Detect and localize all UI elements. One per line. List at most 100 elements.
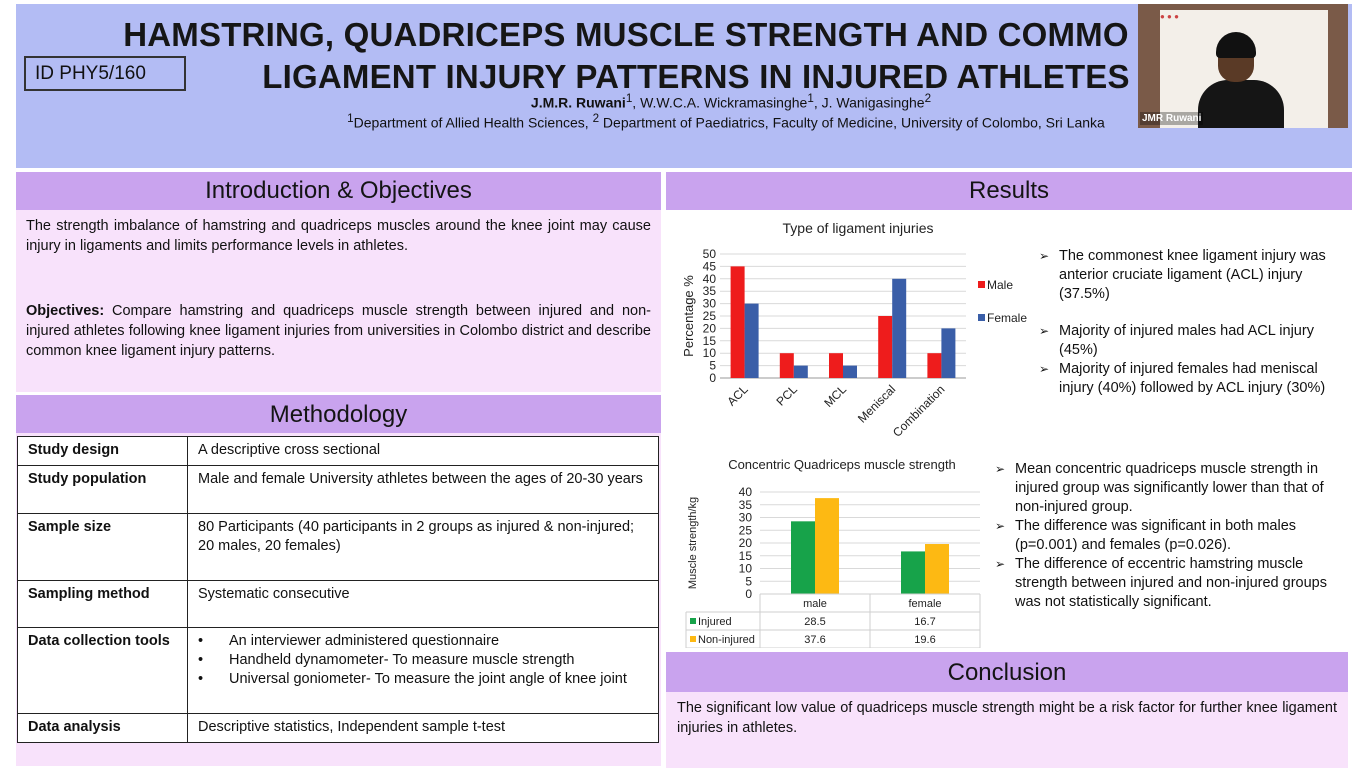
tools-list: An interviewer administered questionnair…: [198, 632, 648, 689]
x-tick-label: Meniscal: [855, 382, 898, 425]
y-tick-label: 15: [739, 549, 753, 563]
list-item: The commonest knee ligament injury was a…: [1039, 247, 1344, 304]
objectives-label: Objectives:: [26, 303, 105, 319]
x-tick-label: male: [803, 598, 827, 610]
table-row: Sampling method Systematic consecutive: [17, 580, 659, 628]
y-tick-label: 30: [703, 297, 717, 311]
affil-text-2: Department of Paediatrics, Faculty of Me…: [599, 114, 1105, 131]
methodology-heading: Methodology: [16, 395, 661, 433]
quadriceps-strength-chart: Concentric Quadriceps muscle strength Mus…: [685, 457, 981, 648]
y-tick-label: 20: [703, 321, 717, 335]
affil-sup-1: 1: [347, 112, 354, 125]
legend-label-injured: Injured: [698, 616, 732, 628]
y-tick-label: 25: [703, 309, 717, 323]
bar-female-acl: [744, 303, 759, 378]
table-row: Sample size 80 Participants (40 particip…: [17, 513, 659, 581]
author-2-sup: 1: [807, 92, 814, 105]
title-line-1: HAMSTRING, QUADRICEPS MUSCLE STRENGTH AN…: [123, 16, 1129, 53]
chart-title: Concentric Quadriceps muscle strength: [728, 457, 956, 472]
chart-title: Type of ligament injuries: [783, 220, 934, 236]
y-tick-label: 30: [739, 511, 753, 525]
row-value: Systematic consecutive: [187, 580, 659, 628]
x-tick-label: MCL: [821, 382, 849, 410]
bar-male-pcl: [779, 353, 794, 378]
list-item: The difference was significant in both m…: [995, 517, 1345, 555]
title-line-2: LIGAMENT INJURY PATTERNS IN INJURED ATHL…: [262, 58, 1130, 95]
list-item: The difference of eccentric hamstring mu…: [995, 555, 1345, 612]
legend-swatch-male: [978, 281, 985, 288]
results-bullets-2: Mean concentric quadriceps muscle streng…: [995, 460, 1345, 612]
table-row: Data analysis Descriptive statistics, In…: [17, 713, 659, 743]
presenter-video[interactable]: ● ● ● JMR Ruwani: [1138, 4, 1348, 128]
legend-swatch-non-injured: [690, 636, 696, 642]
methodology-table: Study design A descriptive cross section…: [17, 436, 659, 743]
bar-female-meniscal: [892, 278, 907, 378]
author-1: J.M.R. Ruwani: [530, 94, 626, 111]
data-label: 16.7: [914, 616, 935, 628]
author-2: , W.W.C.A. Wickramasinghe: [632, 94, 808, 111]
x-tick-label: female: [908, 598, 941, 610]
authors-line: J.M.R. Ruwani1, W.W.C.A. Wickramasinghe1…: [266, 92, 1196, 111]
y-tick-label: 50: [703, 247, 717, 261]
objectives-text: Objectives: Compare hamstring and quadri…: [26, 301, 651, 361]
y-tick-label: 10: [703, 346, 717, 360]
bar-female-pcl: [793, 365, 808, 378]
data-label: 37.6: [804, 634, 825, 646]
results-heading: Results: [666, 172, 1352, 210]
y-tick-label: 40: [703, 272, 717, 286]
y-tick-label: 0: [709, 371, 716, 385]
row-key: Study design: [17, 436, 188, 466]
y-tick-label: 0: [745, 587, 752, 601]
y-tick-label: 5: [745, 574, 752, 588]
row-value: An interviewer administered questionnair…: [187, 627, 659, 714]
objectives-body: Compare hamstring and quadriceps muscle …: [26, 303, 651, 359]
row-key: Sample size: [17, 513, 188, 581]
poster-id-box: ID PHY5/160: [24, 56, 186, 91]
author-3-sup: 2: [924, 92, 932, 105]
x-tick-label: ACL: [724, 382, 751, 409]
y-tick-label: 35: [703, 284, 717, 298]
row-value: Male and female University athletes betw…: [187, 465, 659, 514]
presenter-hair: [1216, 32, 1256, 58]
introduction-panel: [16, 210, 661, 392]
row-key: Sampling method: [17, 580, 188, 628]
list-item: Majority of injured females had meniscal…: [1039, 360, 1344, 398]
y-tick-label: 25: [739, 523, 753, 537]
introduction-text: The strength imbalance of hamstring and …: [26, 218, 651, 254]
bar-male-acl: [730, 266, 745, 378]
y-tick-label: 45: [703, 259, 717, 273]
table-row: Study design A descriptive cross section…: [17, 436, 659, 466]
data-label: 28.5: [804, 616, 825, 628]
list-item: Majority of injured males had ACL injury…: [1039, 322, 1344, 360]
bar-female-mcl: [843, 365, 857, 378]
introduction-heading: Introduction & Objectives: [16, 172, 661, 210]
author-1-sup: 1: [625, 92, 633, 105]
y-tick-label: 15: [703, 334, 717, 348]
author-3: , J. Wanigasinghe: [813, 94, 925, 111]
legend-swatch-female: [978, 314, 985, 321]
list-item: Mean concentric quadriceps muscle streng…: [995, 460, 1345, 517]
conclusion-heading: Conclusion: [666, 652, 1348, 692]
list-item: Handheld dynamometer- To measure muscle …: [198, 651, 648, 670]
results-bullets-1: The commonest knee ligament injury was a…: [1039, 247, 1344, 398]
x-tick-label: PCL: [774, 382, 801, 409]
bar-male-mcl: [829, 353, 843, 378]
bar-injured-female: [901, 551, 925, 594]
row-value: Descriptive statistics, Independent samp…: [187, 713, 659, 743]
bar-non-injured-female: [925, 544, 949, 594]
legend-label-female: Female: [987, 311, 1027, 325]
row-value: A descriptive cross sectional: [187, 436, 659, 466]
y-axis-label: Muscle strength/kg: [687, 497, 699, 589]
video-status-icons: ● ● ●: [1160, 12, 1179, 21]
row-key: Study population: [17, 465, 188, 514]
poster-header: HAMSTRING, QUADRICEPS MUSCLE STRENGTH AN…: [16, 4, 1352, 168]
bar-injured-male: [791, 521, 815, 594]
affiliations-line: 1Department of Allied Health Sciences, 2…: [246, 112, 1206, 131]
bar-female-combination: [941, 328, 956, 378]
presenter-name: JMR Ruwani: [1140, 112, 1204, 125]
bar-non-injured-male: [815, 498, 839, 594]
legend-swatch-injured: [690, 618, 696, 624]
presenter-body: [1198, 80, 1284, 128]
legend-label-male: Male: [987, 278, 1013, 292]
y-tick-label: 10: [739, 562, 753, 576]
